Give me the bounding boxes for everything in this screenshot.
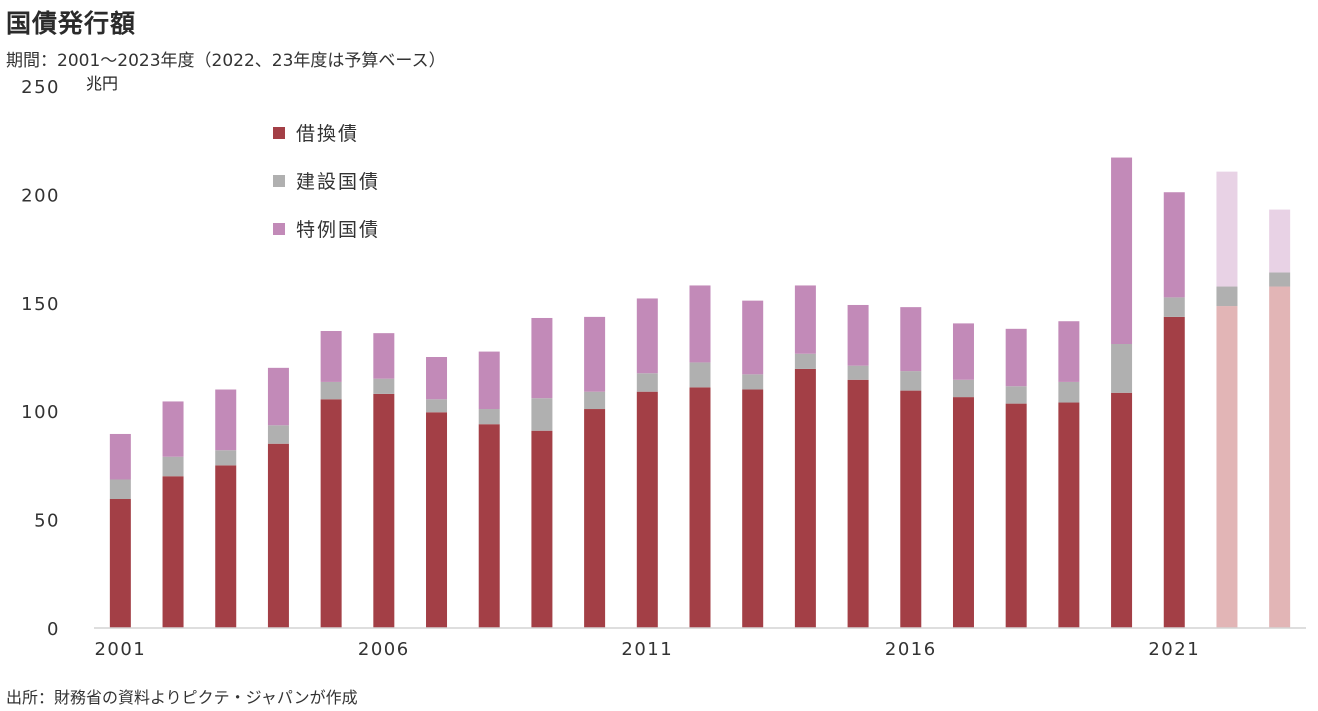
bar-segment <box>215 389 237 451</box>
y-tick-label: 100 <box>21 402 60 423</box>
bar-segment <box>794 285 816 354</box>
bar-segment <box>531 398 553 431</box>
legend-label: 借換債 <box>296 123 359 145</box>
y-unit-label: 兆円 <box>86 74 118 93</box>
bar-segment <box>109 499 131 628</box>
bar-segment <box>952 397 974 628</box>
bar-segment <box>1058 321 1080 382</box>
bar-segment <box>531 430 553 628</box>
bar-segment <box>1269 272 1291 287</box>
x-tick-label: 2021 <box>1148 639 1200 660</box>
bar-segment <box>1216 286 1238 307</box>
bar-segment <box>373 378 395 394</box>
bar-segment <box>1111 157 1133 344</box>
bar-segment <box>1269 286 1291 628</box>
y-axis: 0 50 100 150 200 250 <box>21 77 60 640</box>
bar-segment <box>1058 402 1080 628</box>
bar-segment <box>267 443 289 628</box>
bar-segment <box>478 351 500 410</box>
bar-segment <box>1111 392 1133 628</box>
bar-segment <box>1005 328 1027 387</box>
bar-segment <box>794 353 816 369</box>
bar-segment <box>847 379 869 628</box>
bar-segment <box>742 300 764 375</box>
bar-segment <box>215 465 237 628</box>
bar-segment <box>742 389 764 628</box>
bar-segment <box>689 285 711 363</box>
y-tick-label: 200 <box>21 185 60 206</box>
legend-swatch <box>273 223 285 235</box>
bar-segment <box>162 456 184 477</box>
x-tick-label: 2001 <box>94 639 146 660</box>
x-axis: 2001 2006 2011 2016 2021 <box>94 639 1200 660</box>
legend-label: 特例国債 <box>296 219 380 241</box>
bar-segment <box>267 367 289 426</box>
bar-segment <box>1058 381 1080 403</box>
chart-subtitle: 期間：2001～2023年度（2022、23年度は予算ベース） <box>6 51 446 71</box>
x-tick-label: 2006 <box>358 639 410 660</box>
bar-segment <box>900 390 922 628</box>
bar-segment <box>478 424 500 628</box>
bar-segment <box>320 330 342 382</box>
bar-segment <box>900 371 922 391</box>
source-note: 出所：財務省の資料よりピクテ・ジャパンが作成 <box>6 688 358 707</box>
bars <box>109 157 1291 628</box>
bar-segment <box>689 387 711 628</box>
bar-segment <box>794 368 816 628</box>
bar-segment <box>373 393 395 628</box>
bar-segment <box>900 307 922 372</box>
bar-segment <box>162 476 184 628</box>
bar-segment <box>109 479 131 500</box>
bar-segment <box>1163 316 1185 628</box>
bar-segment <box>320 381 342 400</box>
bar-segment <box>426 399 448 413</box>
bar-segment <box>373 333 395 379</box>
bar-segment <box>1005 403 1027 628</box>
y-tick-label: 150 <box>21 294 60 315</box>
bar-segment <box>952 379 974 398</box>
bar-segment <box>109 433 131 480</box>
bar-segment <box>689 362 711 388</box>
bar-segment <box>478 409 500 425</box>
bar-segment <box>847 365 869 380</box>
bar-segment <box>531 317 553 399</box>
bar-segment <box>426 357 448 400</box>
legend-label: 建設国債 <box>296 171 380 193</box>
bar-segment <box>584 316 606 392</box>
bar-segment <box>1216 171 1238 287</box>
bar-segment <box>1163 192 1185 298</box>
x-tick-label: 2016 <box>885 639 937 660</box>
bar-segment <box>636 373 658 392</box>
y-tick-label: 50 <box>34 511 60 532</box>
bar-segment <box>847 304 869 366</box>
bar-segment <box>1216 306 1238 628</box>
bar-segment <box>426 412 448 628</box>
y-tick-label: 250 <box>21 77 60 98</box>
bar-segment <box>1111 343 1133 393</box>
x-tick-label: 2011 <box>621 639 673 660</box>
legend-swatch <box>273 175 285 187</box>
chart-title: 国債発行額 <box>6 9 137 38</box>
bar-segment <box>1269 209 1291 273</box>
bar-segment <box>1163 297 1185 317</box>
bar-segment <box>215 450 237 466</box>
bar-segment <box>584 409 606 628</box>
bar-segment <box>952 323 974 380</box>
bar-segment <box>267 425 289 444</box>
bar-segment <box>1005 386 1027 404</box>
bar-segment <box>320 399 342 628</box>
bar-segment <box>636 298 658 374</box>
bar-segment <box>742 374 764 390</box>
legend-swatch <box>273 127 285 139</box>
bar-segment <box>636 391 658 628</box>
bar-segment <box>584 391 606 410</box>
y-tick-label: 0 <box>47 619 60 640</box>
bar-segment <box>162 401 184 457</box>
